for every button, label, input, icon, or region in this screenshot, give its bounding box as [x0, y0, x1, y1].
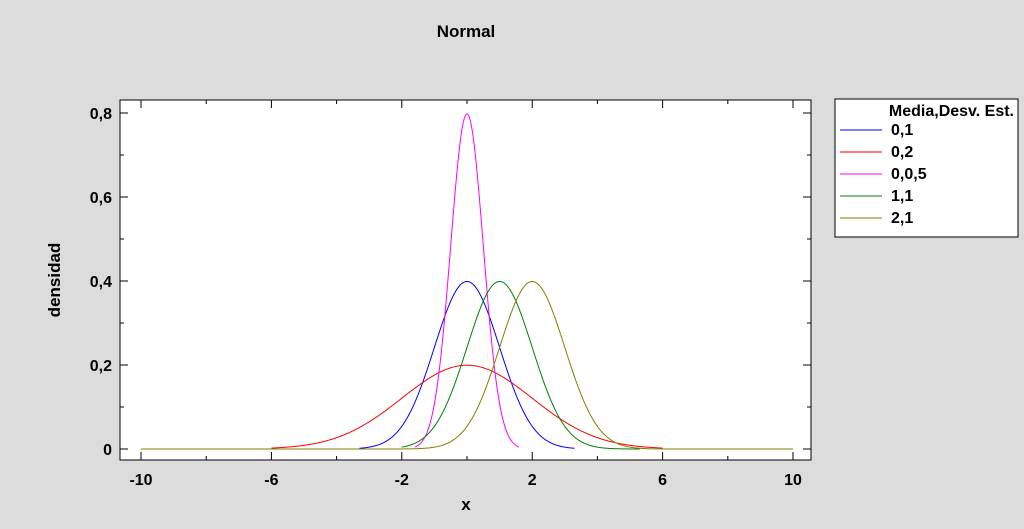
series-line-0-0-5: [414, 113, 520, 448]
series-line-1-1: [401, 280, 640, 450]
legend-item-label: 2,1: [891, 210, 913, 227]
legend-title: Media,Desv. Est.: [889, 103, 1014, 120]
y-tick-label: 0,6: [90, 190, 112, 207]
x-tick-label: 6: [658, 472, 667, 489]
y-axis-label: densidad: [45, 243, 64, 318]
y-tick-label: 0: [103, 442, 112, 459]
x-tick-label: -6: [264, 472, 278, 489]
legend-item-label: 0,2: [891, 144, 913, 161]
x-tick-label: 10: [784, 472, 802, 489]
y-tick-label: 0,2: [90, 358, 112, 375]
y-axis: 0 0,2 0,4 0,6 0,8: [90, 106, 811, 459]
x-tick-label: -2: [395, 472, 409, 489]
x-axis: -10 -6 -2 2 6 10: [129, 100, 802, 489]
legend-item-label: 1,1: [891, 188, 913, 205]
legend-item-label: 0,0,5: [891, 166, 927, 183]
series-line-0-1: [359, 280, 575, 449]
legend-item-label: 0,1: [891, 122, 913, 139]
y-tick-label: 0,8: [90, 106, 112, 123]
x-axis-label: x: [461, 495, 471, 514]
legend-box: [834, 98, 1019, 238]
plot-series: [141, 113, 793, 450]
legend: Media,Desv. Est. 0,1 0,2 0,0,5 1,1 2,1: [834, 98, 1019, 238]
plot-area: [119, 99, 812, 461]
x-tick-label: 2: [528, 472, 537, 489]
series-line-2-1: [141, 280, 793, 450]
y-tick-label: 0,4: [90, 274, 112, 291]
chart-title: Normal: [437, 22, 496, 41]
x-tick-label: -10: [129, 472, 152, 489]
series-line-0-2: [271, 364, 663, 449]
